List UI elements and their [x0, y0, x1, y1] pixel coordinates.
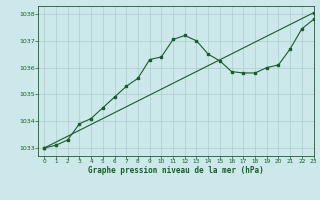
- X-axis label: Graphe pression niveau de la mer (hPa): Graphe pression niveau de la mer (hPa): [88, 166, 264, 175]
